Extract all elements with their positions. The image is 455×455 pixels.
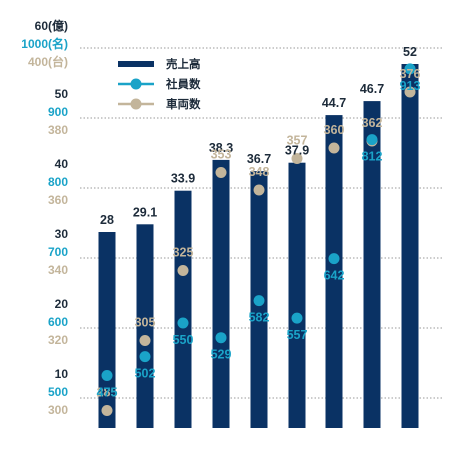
y-tick-employees: 700	[48, 245, 68, 259]
y-tick-sales: 30	[55, 227, 69, 241]
y-tick-sales: 20	[55, 297, 69, 311]
sales-bar	[401, 64, 419, 428]
vehicles-value-label: 376	[400, 67, 421, 81]
sales-value-label: 37.9	[285, 144, 309, 158]
legend-label-sales: 売上高	[166, 57, 201, 71]
sales-bar	[136, 224, 154, 428]
vehicles-point	[328, 142, 340, 154]
employees-point	[139, 351, 151, 363]
sales-value-label: 46.7	[360, 82, 384, 96]
sales-value-label: 44.7	[322, 96, 346, 110]
legend-swatch-sales	[118, 61, 154, 67]
employees-point	[177, 317, 189, 329]
employees-point	[328, 253, 340, 265]
vehicles-point	[101, 405, 113, 416]
y-tick-employees: 600	[48, 315, 68, 329]
sales-bar	[98, 232, 116, 428]
employees-point	[253, 295, 265, 307]
y-unit-employees: 1000(名)	[21, 36, 68, 51]
y-tick-sales: 50	[55, 87, 69, 101]
y-tick-vehicles: 320	[48, 333, 68, 347]
vehicles-point	[177, 265, 189, 276]
sales-value-label: 36.7	[247, 152, 271, 166]
employees-point	[291, 312, 303, 324]
vehicles-value-label: 362	[362, 116, 383, 130]
employees-value-label: 550	[173, 333, 194, 347]
y-tick-vehicles: 380	[48, 123, 68, 137]
vehicles-value-label: 305	[135, 316, 156, 330]
employees-point	[366, 134, 378, 146]
y-tick-employees: 500	[48, 385, 68, 399]
sales-bar	[325, 115, 343, 428]
legend-dot-vehicles	[130, 98, 142, 110]
vehicles-point	[139, 335, 151, 346]
y-tick-employees: 800	[48, 175, 68, 189]
legend-label-employees: 社員数	[165, 77, 201, 91]
y-tick-vehicles: 340	[48, 263, 68, 277]
sales-value-label: 33.9	[171, 172, 195, 186]
y-unit-sales: 60(億)	[35, 18, 68, 33]
y-tick-sales: 40	[55, 157, 69, 171]
vehicles-value-label: 357	[287, 134, 308, 148]
vehicles-point	[215, 167, 227, 178]
y-tick-vehicles: 360	[48, 193, 68, 207]
legend-label-vehicles: 車両数	[166, 97, 201, 111]
vehicles-value-label: 348	[249, 165, 270, 179]
employees-value-label: 582	[249, 311, 270, 325]
y-tick-employees: 900	[48, 105, 68, 119]
y-axis-labels: 10 500 300 20 600 320 30 700 340 40 800 360 50 900 380…	[21, 18, 68, 417]
sales-bar	[174, 190, 192, 428]
y-unit-vehicles: 400(台)	[28, 54, 68, 69]
value-labels: 28 29.1 33.9 38.3 36.7 37.9 44.7 46.7 52 285 305 32…	[97, 45, 421, 400]
employees-value-label: 529	[211, 348, 232, 362]
y-tick-vehicles: 300	[48, 403, 68, 417]
legend-dot-employees	[130, 78, 142, 90]
series-markers	[101, 63, 416, 416]
sales-bar	[212, 159, 230, 428]
sales-bar	[363, 101, 381, 428]
employees-value-label: 913	[400, 79, 421, 93]
employees-point	[101, 370, 113, 381]
sales-value-label: 29.1	[133, 205, 157, 219]
vehicles-point	[253, 184, 265, 196]
vehicles-value-label: 353	[211, 148, 232, 162]
employees-point	[404, 63, 416, 75]
employees-value-label: 502	[135, 367, 156, 381]
vehicles-value-label: 360	[324, 123, 345, 137]
sales-bar	[288, 162, 306, 428]
employees-value-label: 475	[97, 386, 118, 400]
vehicles-value-label: 325	[173, 246, 194, 260]
y-tick-sales: 10	[55, 367, 69, 381]
sales-value-label: 52	[403, 45, 417, 59]
employees-value-label: 642	[324, 269, 345, 283]
vehicles-value-label: 285	[97, 386, 118, 400]
employees-value-label: 557	[287, 328, 308, 342]
vehicles-point	[404, 86, 416, 98]
sales-bars	[98, 64, 419, 428]
employees-value-label: 812	[362, 150, 383, 164]
employees-point	[215, 332, 227, 344]
vehicles-point	[291, 153, 303, 164]
sales-value-label: 38.3	[209, 141, 233, 155]
sales-value-label: 28	[100, 213, 114, 227]
